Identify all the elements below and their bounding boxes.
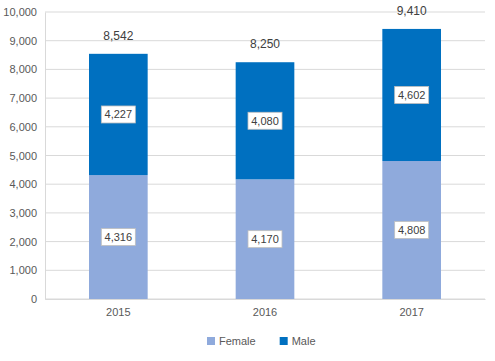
data-label-text: 4,227 [105,108,133,120]
y-tick: 3,000 [9,207,45,219]
y-tick: 9,000 [9,35,45,47]
data-label-text: 4,316 [105,231,133,243]
data-label: 4,080 [248,112,282,129]
grid [45,12,485,299]
data-label-box [395,222,429,239]
y-tick: 6,000 [9,121,45,133]
data-label-box [101,106,135,123]
data-label: 4,170 [248,231,282,248]
data-label-box [395,86,429,103]
y-tick-label: 2,000 [9,236,37,248]
bars [89,29,441,299]
y-axis-line [45,13,46,300]
x-axis: 2015 2016 2017 [46,299,486,318]
data-label-text: 4,602 [398,89,426,101]
bar [89,175,148,299]
data-label-text: 4,808 [398,224,426,236]
y-tick: 2,000 [9,236,45,248]
x-tick: 2017 [399,299,423,318]
legend: Female Male [207,335,316,347]
legend-label: Female [219,335,256,347]
chart: 0 1,000 2,000 3,000 4,000 5,000 6,000 7,000 8,00… [0,0,495,361]
x-axis-line [46,299,486,300]
totals: 8,542 8,250 9,410 [103,4,427,51]
y-tick-label: 4,000 [9,178,37,190]
bar [236,179,295,299]
y-tick-label: 8,000 [9,63,37,75]
y-tick: 10,000 [3,6,45,18]
y-axis: 0 1,000 2,000 3,000 4,000 5,000 6,000 7,000 8,00… [3,6,45,305]
data-label: 4,227 [101,106,135,123]
y-tick: 7,000 [9,92,45,104]
y-tick: 1,000 [9,264,45,276]
y-tick-label: 0 [31,293,37,305]
total-label: 9,410 [397,4,427,18]
data-label-box [248,112,282,129]
series [89,161,441,299]
x-tick-label: 2015 [106,306,130,318]
y-tick-label: 5,000 [9,150,37,162]
x-tick-label: 2016 [253,306,277,318]
x-tick-label: 2017 [399,306,423,318]
data-label-box [248,231,282,248]
legend-label: Male [292,335,316,347]
y-tick: 4,000 [9,178,45,190]
y-tick-label: 10,000 [3,6,37,18]
data-label-box [101,229,135,246]
data-label: 4,808 [395,222,429,239]
y-tick: 5,000 [9,150,45,162]
data-label-text: 4,170 [251,233,279,245]
y-tick-label: 9,000 [9,35,37,47]
bar [382,29,441,161]
data-label-text: 4,080 [251,115,279,127]
bar [89,54,148,175]
y-tick-label: 7,000 [9,92,37,104]
y-tick: 0 [31,293,45,305]
series [89,29,441,179]
total-label: 8,250 [250,37,280,51]
bar [236,62,295,179]
legend-swatch [280,337,288,345]
x-tick: 2015 [106,299,130,318]
data-label: 4,316 [101,229,135,246]
y-tick: 8,000 [9,63,45,75]
y-tick-label: 1,000 [9,264,37,276]
y-tick-label: 3,000 [9,207,37,219]
data-labels: 4,316 4,170 4,808 4,227 4,080 4,602 [101,86,428,247]
y-tick-label: 6,000 [9,121,37,133]
bar [382,161,441,299]
legend-item: Female [207,335,256,347]
data-label: 4,602 [395,86,429,103]
total-label: 8,542 [103,29,133,43]
plot: 0 1,000 2,000 3,000 4,000 5,000 6,000 7,000 8,00… [3,4,485,318]
legend-swatch [207,337,215,345]
x-tick: 2016 [253,299,277,318]
legend-item: Male [280,335,316,347]
